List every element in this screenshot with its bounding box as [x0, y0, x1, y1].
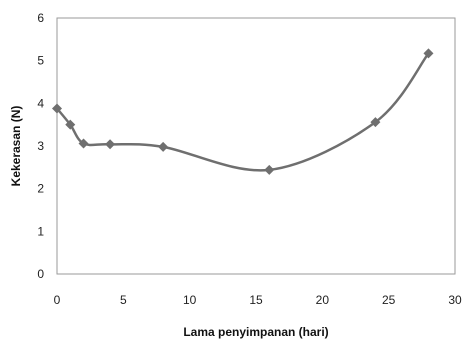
x-tick-label: 5: [120, 293, 127, 307]
y-tick-label: 5: [37, 54, 44, 68]
x-tick-label: 25: [382, 293, 396, 307]
x-tick-label: 0: [54, 293, 61, 307]
data-point-marker: [52, 103, 62, 114]
x-axis-ticks: 0 5 10 15 20 25 30: [54, 293, 462, 307]
x-tick-label: 30: [448, 293, 462, 307]
data-point-marker: [105, 139, 116, 150]
x-tick-label: 15: [249, 293, 263, 307]
data-point-marker: [78, 138, 89, 149]
data-point-marker: [158, 141, 169, 152]
data-point-marker: [370, 117, 381, 128]
y-axis-title: Kekerasan (N): [9, 106, 23, 187]
y-tick-label: 1: [37, 224, 44, 238]
data-markers: [52, 48, 434, 175]
y-axis-ticks: 0 1 2 3 4 5 6: [37, 11, 44, 281]
y-tick-label: 2: [37, 182, 44, 196]
data-point-marker: [65, 119, 76, 130]
y-tick-label: 4: [37, 96, 44, 110]
x-tick-label: 20: [316, 293, 330, 307]
y-tick-label: 3: [37, 139, 44, 153]
x-axis-title: Lama penyimpanan (hari): [183, 325, 328, 339]
y-tick-label: 6: [37, 11, 44, 25]
plot-area: [56, 17, 456, 275]
data-point-marker: [264, 164, 275, 175]
data-point-marker: [423, 48, 434, 59]
x-tick-label: 10: [183, 293, 197, 307]
y-tick-label: 0: [37, 267, 44, 281]
